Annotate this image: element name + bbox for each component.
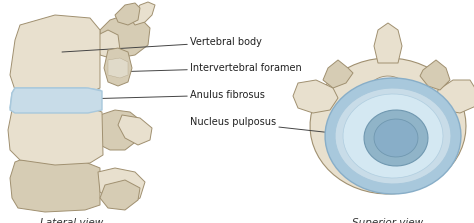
Polygon shape — [374, 23, 402, 63]
Polygon shape — [323, 60, 353, 88]
Polygon shape — [100, 180, 140, 210]
Polygon shape — [335, 88, 451, 184]
Polygon shape — [374, 119, 418, 157]
Polygon shape — [343, 94, 443, 178]
Polygon shape — [8, 108, 103, 165]
Text: Nucleus pulposus: Nucleus pulposus — [190, 117, 378, 138]
Polygon shape — [310, 58, 466, 194]
Polygon shape — [98, 30, 120, 58]
Polygon shape — [293, 80, 338, 113]
Polygon shape — [10, 88, 102, 113]
Polygon shape — [130, 2, 155, 25]
Polygon shape — [366, 76, 410, 116]
Polygon shape — [420, 60, 450, 90]
Polygon shape — [325, 78, 461, 194]
Polygon shape — [115, 3, 140, 25]
Polygon shape — [104, 48, 132, 86]
Polygon shape — [100, 15, 150, 58]
Polygon shape — [98, 168, 145, 205]
Polygon shape — [10, 160, 100, 212]
Polygon shape — [10, 88, 100, 112]
Text: Lateral view: Lateral view — [40, 218, 104, 223]
Text: Intervertebral foramen: Intervertebral foramen — [110, 63, 302, 73]
Polygon shape — [10, 15, 100, 95]
Polygon shape — [364, 110, 428, 166]
Text: Superior view: Superior view — [353, 218, 424, 223]
Text: Anulus fibrosus: Anulus fibrosus — [45, 90, 265, 100]
Polygon shape — [13, 96, 100, 107]
Polygon shape — [118, 115, 152, 145]
Polygon shape — [436, 80, 474, 113]
Text: Vertebral body: Vertebral body — [62, 37, 262, 52]
Polygon shape — [108, 58, 128, 78]
Polygon shape — [100, 110, 140, 150]
